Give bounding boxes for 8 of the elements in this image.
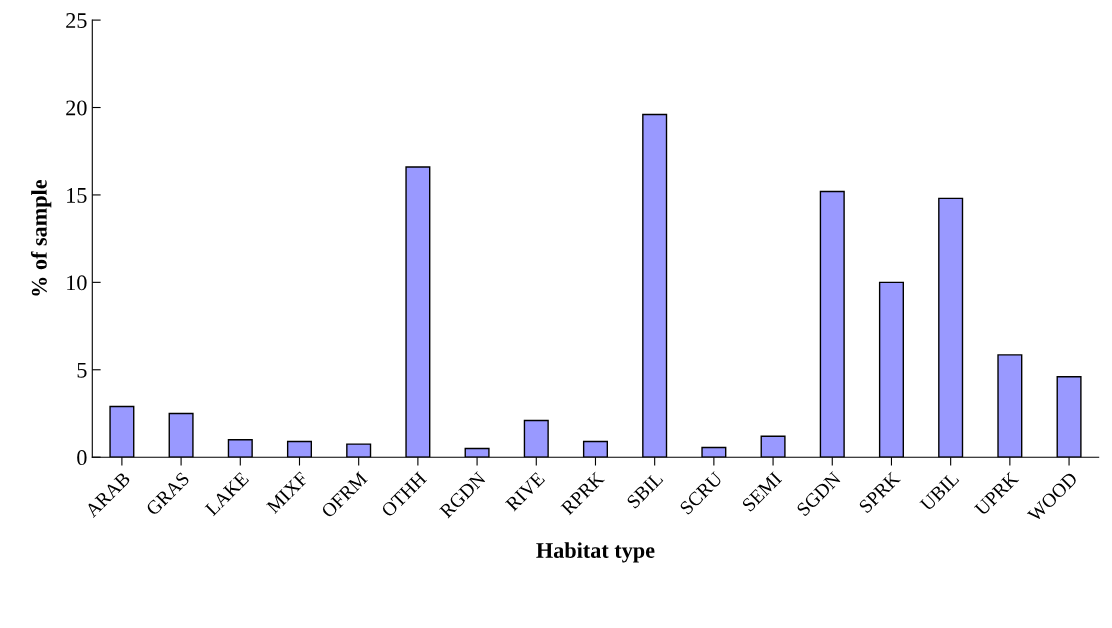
y-axis-title: % of sample: [30, 179, 52, 296]
y-tick-label: 0: [77, 450, 87, 466]
y-tick-label: 25: [66, 13, 87, 29]
y-tick-label: 10: [67, 275, 87, 291]
y-tick-label: 5: [77, 362, 87, 378]
y-tick-label: 20: [66, 100, 87, 116]
y-tick-label: 15: [67, 187, 87, 203]
x-axis-title: Habitat type: [536, 542, 655, 563]
